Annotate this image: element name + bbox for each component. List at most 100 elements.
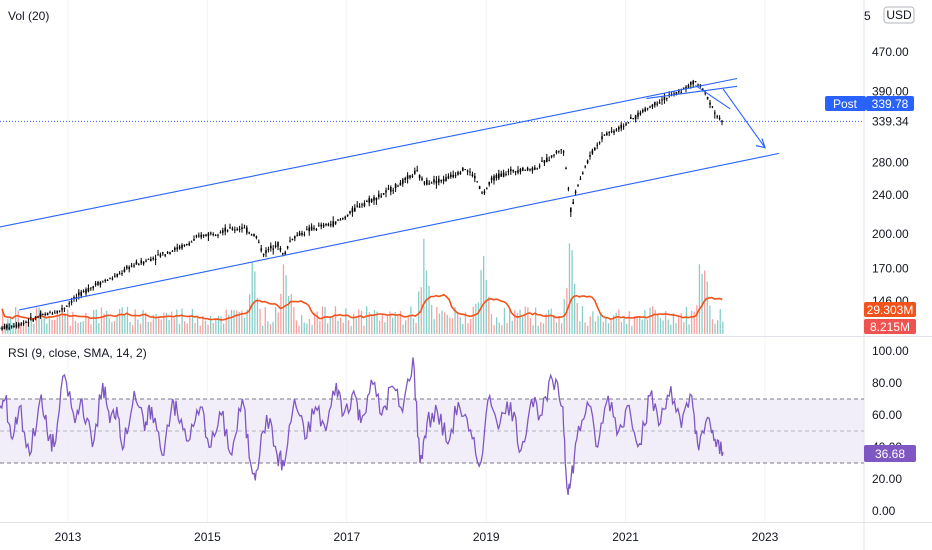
rsi-tick-label: 0.00 xyxy=(872,504,896,518)
candle-body xyxy=(553,154,555,156)
volume-bar xyxy=(706,281,708,334)
volume-bar xyxy=(511,320,513,334)
candle-body xyxy=(339,219,342,221)
candle-body xyxy=(615,129,618,131)
volume-bar xyxy=(545,313,547,334)
volume-bar xyxy=(272,321,274,334)
volume-bar xyxy=(147,321,149,334)
candle-body xyxy=(15,324,18,327)
volume-bar xyxy=(178,324,181,334)
time-tick-label: 2023 xyxy=(752,530,779,544)
volume-bar xyxy=(574,283,576,334)
trendline[interactable] xyxy=(722,88,766,148)
post-badge-left xyxy=(825,96,866,111)
volume-bar xyxy=(649,307,651,334)
volume-bar xyxy=(561,323,563,334)
post-label: Post xyxy=(833,97,858,111)
volume-bar xyxy=(121,307,123,334)
volume-bar xyxy=(41,310,43,334)
volume-bar xyxy=(592,311,594,334)
volume-bar xyxy=(412,318,415,334)
trendline[interactable] xyxy=(19,152,780,311)
volume-bar xyxy=(316,311,318,334)
volume-bar xyxy=(407,315,409,334)
candle-body xyxy=(397,185,399,187)
candle-body xyxy=(658,102,661,104)
volume-bar xyxy=(696,305,698,334)
volume-bar xyxy=(652,306,654,334)
candle-body xyxy=(493,176,495,181)
rsi-tick-label: 80.00 xyxy=(872,376,902,390)
volume-bar xyxy=(675,323,677,334)
candle-body xyxy=(142,261,145,264)
currency-badge[interactable] xyxy=(883,6,915,24)
candle-body xyxy=(517,170,519,173)
candle-body xyxy=(250,234,253,236)
price-candles xyxy=(0,79,723,331)
candle-body xyxy=(78,292,80,296)
candle-body xyxy=(574,191,577,193)
volume-bar xyxy=(74,320,77,334)
candle-body xyxy=(510,169,512,172)
candle-body xyxy=(104,279,107,281)
volume-bar xyxy=(116,315,118,334)
candle-body xyxy=(440,180,443,182)
candle-body xyxy=(392,190,395,192)
volume-bar xyxy=(709,305,711,334)
price-axis[interactable]: 470.00 390.00 339.34 280.00 240.00 200.00 170.… xyxy=(872,45,909,308)
volume-bar xyxy=(688,324,690,334)
candle-body xyxy=(94,283,97,286)
volume-bar xyxy=(722,321,724,334)
volume-bar xyxy=(641,319,643,334)
candle-body xyxy=(313,227,315,229)
volume-bar xyxy=(423,238,425,334)
candle-body xyxy=(133,265,135,267)
candle-body xyxy=(265,250,267,254)
volume-bar xyxy=(236,310,238,334)
rsi-pane-title[interactable]: RSI (9, close, SMA, 14, 2) xyxy=(8,346,147,360)
candle-body xyxy=(308,227,311,232)
time-axis[interactable]: 2013 2015 2017 2019 2021 2023 xyxy=(55,530,779,544)
volume-bar xyxy=(132,325,134,334)
trendline[interactable] xyxy=(0,77,738,229)
candle-body xyxy=(375,197,378,201)
candle-body xyxy=(483,191,486,194)
volume-bar xyxy=(631,325,633,334)
volume-bar xyxy=(584,322,586,334)
volume-bar xyxy=(38,307,40,334)
volume-bar xyxy=(230,309,233,334)
candle-body xyxy=(351,208,354,213)
candle-body xyxy=(459,172,462,175)
volume-bar xyxy=(324,306,326,334)
candle-body xyxy=(102,281,104,283)
volume-bar xyxy=(93,310,95,334)
volume-bar xyxy=(189,316,191,334)
candle-body xyxy=(716,116,719,118)
trendline[interactable] xyxy=(694,84,731,110)
candle-body xyxy=(13,325,15,328)
candle-body xyxy=(310,226,313,231)
candle-body xyxy=(44,313,47,315)
volume-bar xyxy=(334,306,337,334)
volume-bar xyxy=(241,310,243,334)
candle-body xyxy=(322,224,325,227)
volume-bar xyxy=(35,307,38,334)
volume-bar xyxy=(587,325,589,334)
candle-body xyxy=(241,227,243,229)
price-pane-title[interactable]: Vol (20) xyxy=(8,9,49,23)
volume-bar xyxy=(262,325,264,334)
volume-bar xyxy=(152,314,155,334)
volume-bar xyxy=(160,319,162,334)
trendlines[interactable] xyxy=(0,77,780,311)
candle-body xyxy=(454,175,457,177)
volume-bar xyxy=(483,256,485,334)
trendline[interactable] xyxy=(646,85,738,99)
candle-body xyxy=(625,123,627,126)
volume-bar xyxy=(171,311,173,334)
volume-bar xyxy=(106,310,108,334)
candle-body xyxy=(58,310,61,312)
candle-body xyxy=(390,187,392,192)
volume-bar xyxy=(376,311,378,334)
volume-bar xyxy=(516,312,519,334)
